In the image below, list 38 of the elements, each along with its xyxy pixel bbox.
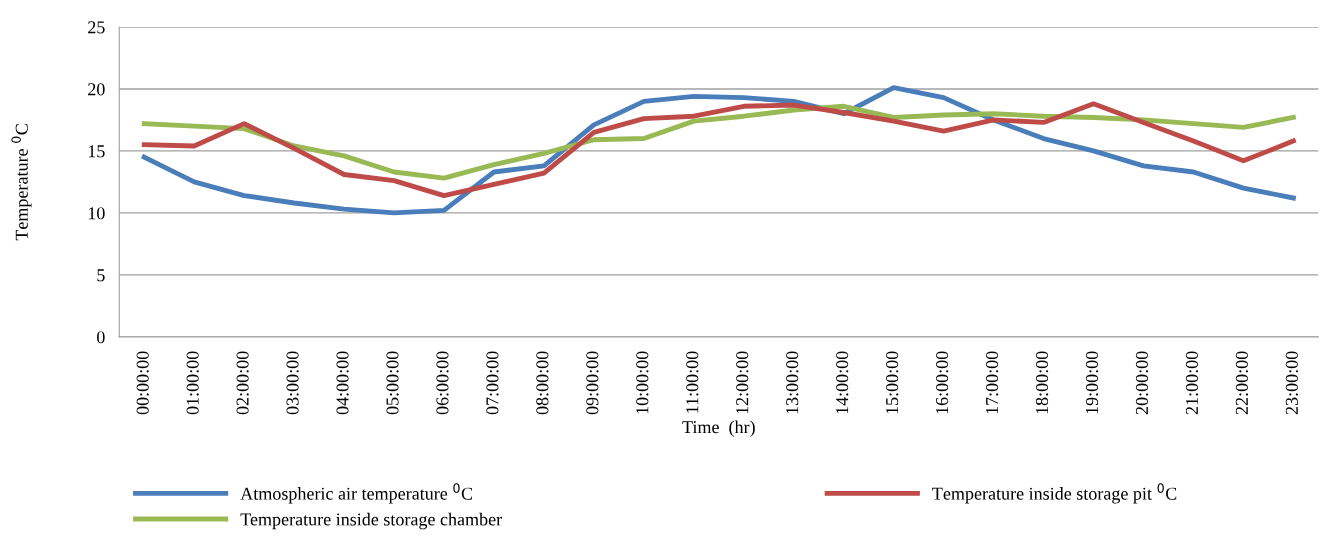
y-tick-label: 10 — [88, 207, 105, 220]
x-tick-label: 02:00:00 — [236, 351, 249, 415]
x-tick-label: 16:00:00 — [935, 351, 949, 414]
y-tick-label: 15 — [88, 145, 105, 158]
x-tick-label: 21:00:00 — [1185, 351, 1199, 415]
y-axis-title: Temperature $^{0}$C — [11, 124, 32, 241]
x-tick-label: 18:00:00 — [1035, 351, 1049, 414]
y-tick-label: 5 — [97, 269, 105, 282]
x-tick-label: 17:00:00 — [985, 351, 999, 414]
x-tick-label: 00:00:00 — [136, 351, 149, 415]
y-tick-label: 20 — [88, 83, 105, 96]
x-tick-label: 06:00:00 — [436, 351, 449, 415]
x-tick-label: 09:00:00 — [586, 351, 599, 415]
x-tick-label: 10:00:00 — [636, 351, 649, 414]
x-tick-label: 22:00:00 — [1235, 351, 1249, 415]
x-tick-label: 08:00:00 — [536, 351, 549, 415]
x-tick-label: 01:00:00 — [186, 351, 199, 415]
x-tick-label: 20:00:00 — [1135, 351, 1149, 415]
x-tick-label: 07:00:00 — [486, 351, 499, 415]
x-axis-title: Time (hr) — [682, 420, 755, 437]
legend-label: Atmospheric air temperature $^{0}$C — [240, 483, 473, 504]
x-tick-label: 23:00:00 — [1285, 351, 1298, 415]
legend-label: Temperature inside storage pit $^{0}$C — [932, 483, 1177, 504]
x-tick-label: 05:00:00 — [386, 351, 399, 415]
x-tick-label: 19:00:00 — [1085, 351, 1099, 414]
y-tick-label: 0 — [97, 331, 105, 344]
x-tick-label: 11:00:00 — [686, 351, 699, 413]
x-tick-label: 14:00:00 — [836, 351, 849, 414]
x-tick-label: 03:00:00 — [286, 351, 299, 415]
line-series — [141, 101, 1296, 198]
x-tick-label: 13:00:00 — [786, 351, 799, 414]
x-tick-label: 12:00:00 — [736, 351, 749, 414]
x-tick-label: 15:00:00 — [886, 351, 899, 414]
y-tick-label: 25 — [88, 21, 105, 34]
legend-label: Temperature inside storage chamber — [240, 512, 502, 530]
line-series — [141, 103, 1296, 181]
x-tick-label: 04:00:00 — [336, 351, 349, 415]
line-series — [141, 85, 1296, 216]
